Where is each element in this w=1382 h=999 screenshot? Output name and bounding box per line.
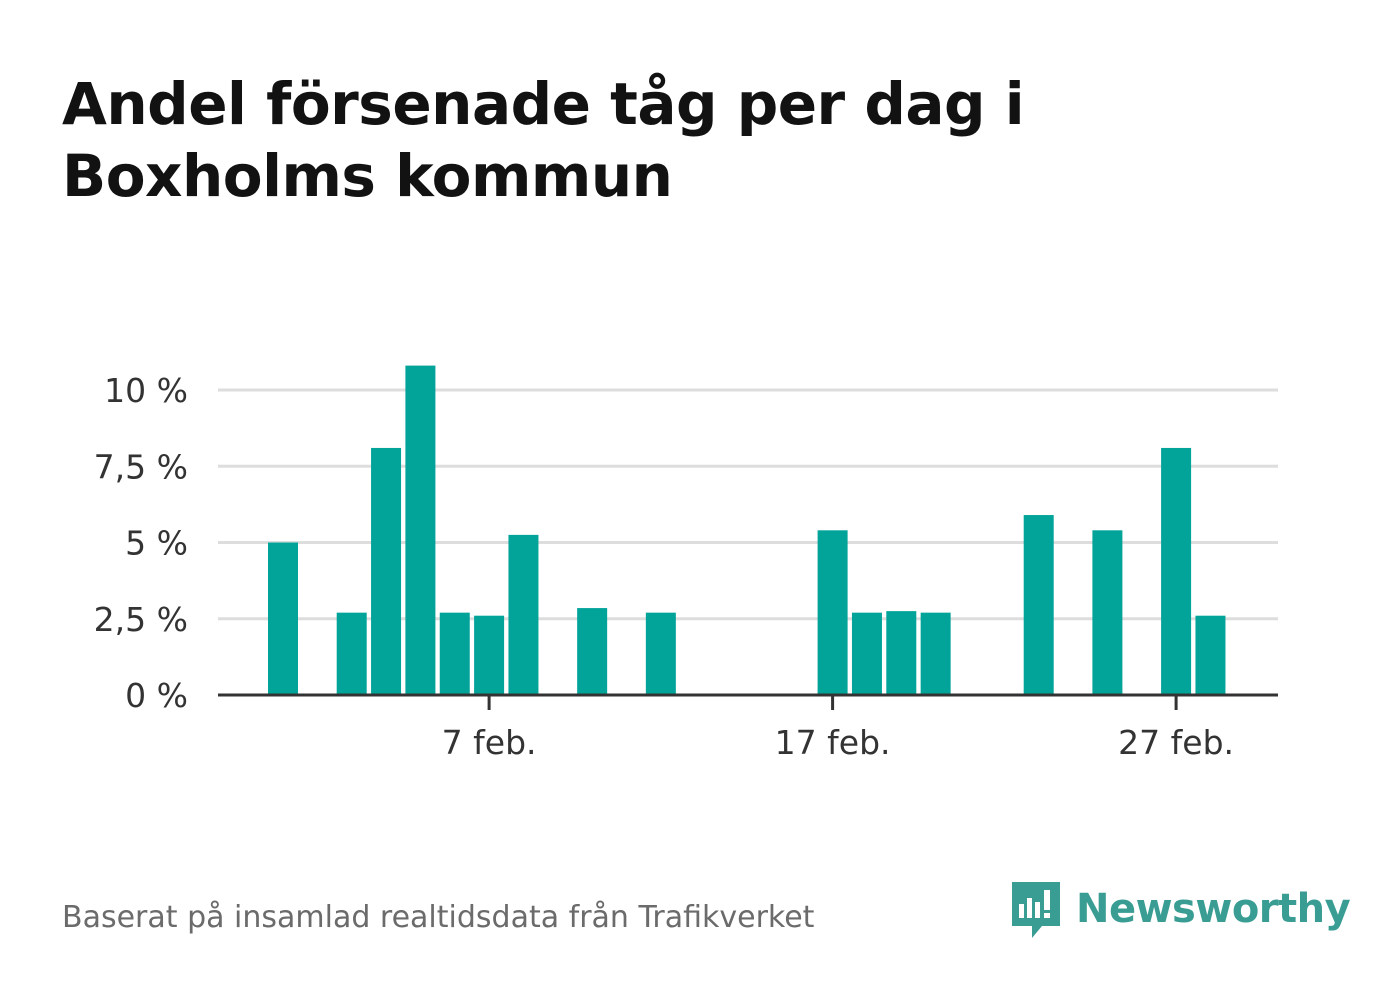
bar xyxy=(1092,530,1123,695)
x-axis-labels: 7 feb. 17 feb. 27 feb. xyxy=(442,723,1234,762)
bar xyxy=(336,612,367,695)
bar xyxy=(268,542,298,695)
y-tick-label: 0 % xyxy=(125,676,188,715)
bar xyxy=(1023,515,1054,695)
newsworthy-logo-icon xyxy=(1012,882,1060,938)
x-tick-label: 17 feb. xyxy=(775,723,891,762)
x-axis xyxy=(218,693,1278,710)
bar xyxy=(886,611,917,695)
bar xyxy=(851,612,882,695)
bar xyxy=(1195,615,1226,695)
bar xyxy=(439,612,470,695)
bar xyxy=(508,534,539,695)
bar xyxy=(405,365,436,695)
y-tick-label: 5 % xyxy=(125,524,188,563)
bar xyxy=(577,608,608,695)
bar xyxy=(1161,447,1192,695)
bar xyxy=(645,612,676,695)
bar xyxy=(817,530,848,695)
bars xyxy=(268,365,1226,695)
x-tick-label: 27 feb. xyxy=(1118,723,1234,762)
y-tick-label: 10 % xyxy=(104,371,188,410)
brand-logo: Newsworthy xyxy=(1010,876,1351,942)
bar xyxy=(474,615,505,695)
source-note: Baserat på insamlad realtidsdata från Tr… xyxy=(62,900,815,935)
y-tick-label: 2,5 % xyxy=(94,600,188,639)
brand-name: Newsworthy xyxy=(1076,886,1351,932)
chart-title: Andel försenade tåg per dag i Boxholms k… xyxy=(62,70,1025,210)
x-tick-label: 7 feb. xyxy=(442,723,537,762)
y-tick-label: 7,5 % xyxy=(94,447,188,486)
bar xyxy=(920,612,951,695)
bar xyxy=(371,447,402,695)
y-axis-labels: 0 % 2,5 % 5 % 7,5 % 10 % xyxy=(94,371,188,715)
